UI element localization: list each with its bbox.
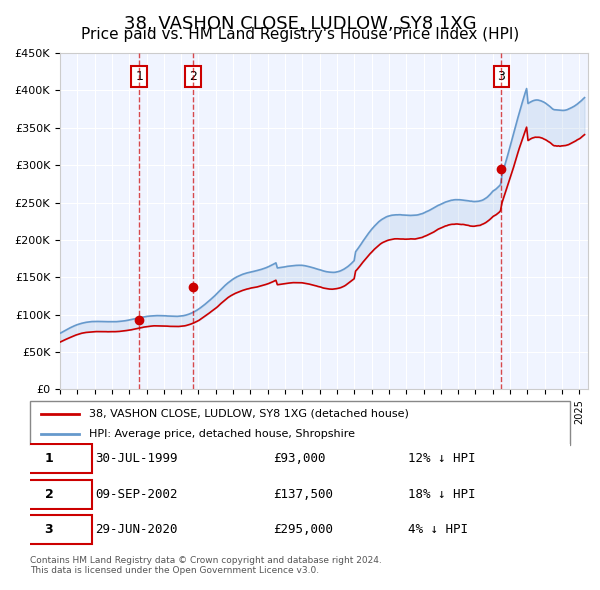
FancyBboxPatch shape bbox=[30, 401, 570, 445]
FancyBboxPatch shape bbox=[5, 515, 92, 544]
FancyBboxPatch shape bbox=[5, 480, 92, 509]
Text: 18% ↓ HPI: 18% ↓ HPI bbox=[408, 487, 476, 501]
Text: 3: 3 bbox=[497, 70, 505, 83]
Text: 3: 3 bbox=[44, 523, 53, 536]
FancyBboxPatch shape bbox=[5, 444, 92, 473]
FancyBboxPatch shape bbox=[30, 444, 570, 473]
Text: HPI: Average price, detached house, Shropshire: HPI: Average price, detached house, Shro… bbox=[89, 430, 355, 440]
Text: £295,000: £295,000 bbox=[273, 523, 333, 536]
FancyBboxPatch shape bbox=[30, 515, 570, 544]
Text: 12% ↓ HPI: 12% ↓ HPI bbox=[408, 452, 476, 466]
Text: 30-JUL-1999: 30-JUL-1999 bbox=[95, 452, 178, 466]
FancyBboxPatch shape bbox=[30, 480, 570, 509]
Text: 38, VASHON CLOSE, LUDLOW, SY8 1XG: 38, VASHON CLOSE, LUDLOW, SY8 1XG bbox=[124, 15, 476, 33]
Text: 4% ↓ HPI: 4% ↓ HPI bbox=[408, 523, 468, 536]
Text: 2: 2 bbox=[189, 70, 197, 83]
Text: 1: 1 bbox=[44, 452, 53, 466]
Text: 38, VASHON CLOSE, LUDLOW, SY8 1XG (detached house): 38, VASHON CLOSE, LUDLOW, SY8 1XG (detac… bbox=[89, 409, 409, 418]
Text: 1: 1 bbox=[135, 70, 143, 83]
Text: £137,500: £137,500 bbox=[273, 487, 333, 501]
Text: Price paid vs. HM Land Registry's House Price Index (HPI): Price paid vs. HM Land Registry's House … bbox=[81, 27, 519, 41]
Text: 29-JUN-2020: 29-JUN-2020 bbox=[95, 523, 178, 536]
Text: £93,000: £93,000 bbox=[273, 452, 325, 466]
Text: 2: 2 bbox=[44, 487, 53, 501]
Text: 09-SEP-2002: 09-SEP-2002 bbox=[95, 487, 178, 501]
Text: Contains HM Land Registry data © Crown copyright and database right 2024.
This d: Contains HM Land Registry data © Crown c… bbox=[30, 556, 382, 575]
